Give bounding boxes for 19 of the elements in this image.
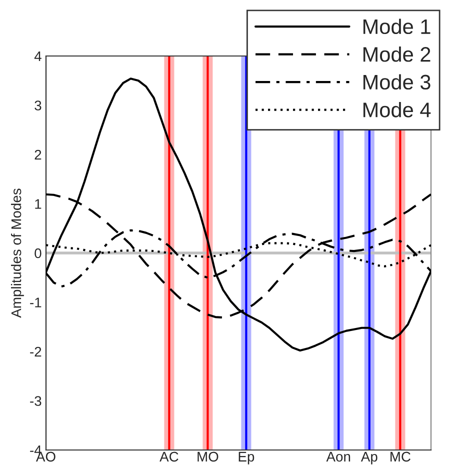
x-tick-label: AC [160, 452, 178, 462]
x-tick-label: MO [198, 452, 218, 462]
y-axis-title: Amplitudes of Modes [10, 188, 24, 318]
legend-label: Mode 1 [363, 18, 430, 34]
y-tick-label: -3 [30, 396, 42, 406]
y-tick-label: -1 [30, 298, 42, 308]
y-tick-label: 0 [34, 248, 42, 258]
y-tick-label: -2 [30, 346, 42, 357]
legend-label: Mode 3 [363, 74, 430, 90]
x-tick-label: Ap [360, 452, 378, 464]
x-tick-label: Aon [326, 452, 350, 462]
y-tick-label: 2 [34, 150, 42, 160]
y-tick-label: 1 [35, 199, 42, 209]
y-tick-label: 3 [34, 100, 42, 110]
legend-label: Mode 2 [363, 46, 430, 62]
x-tick-label: Ep [238, 452, 254, 464]
x-tick-label: MC [390, 452, 410, 462]
legend-label: Mode 4 [363, 102, 431, 118]
y-tick-label: 4 [34, 51, 42, 62]
